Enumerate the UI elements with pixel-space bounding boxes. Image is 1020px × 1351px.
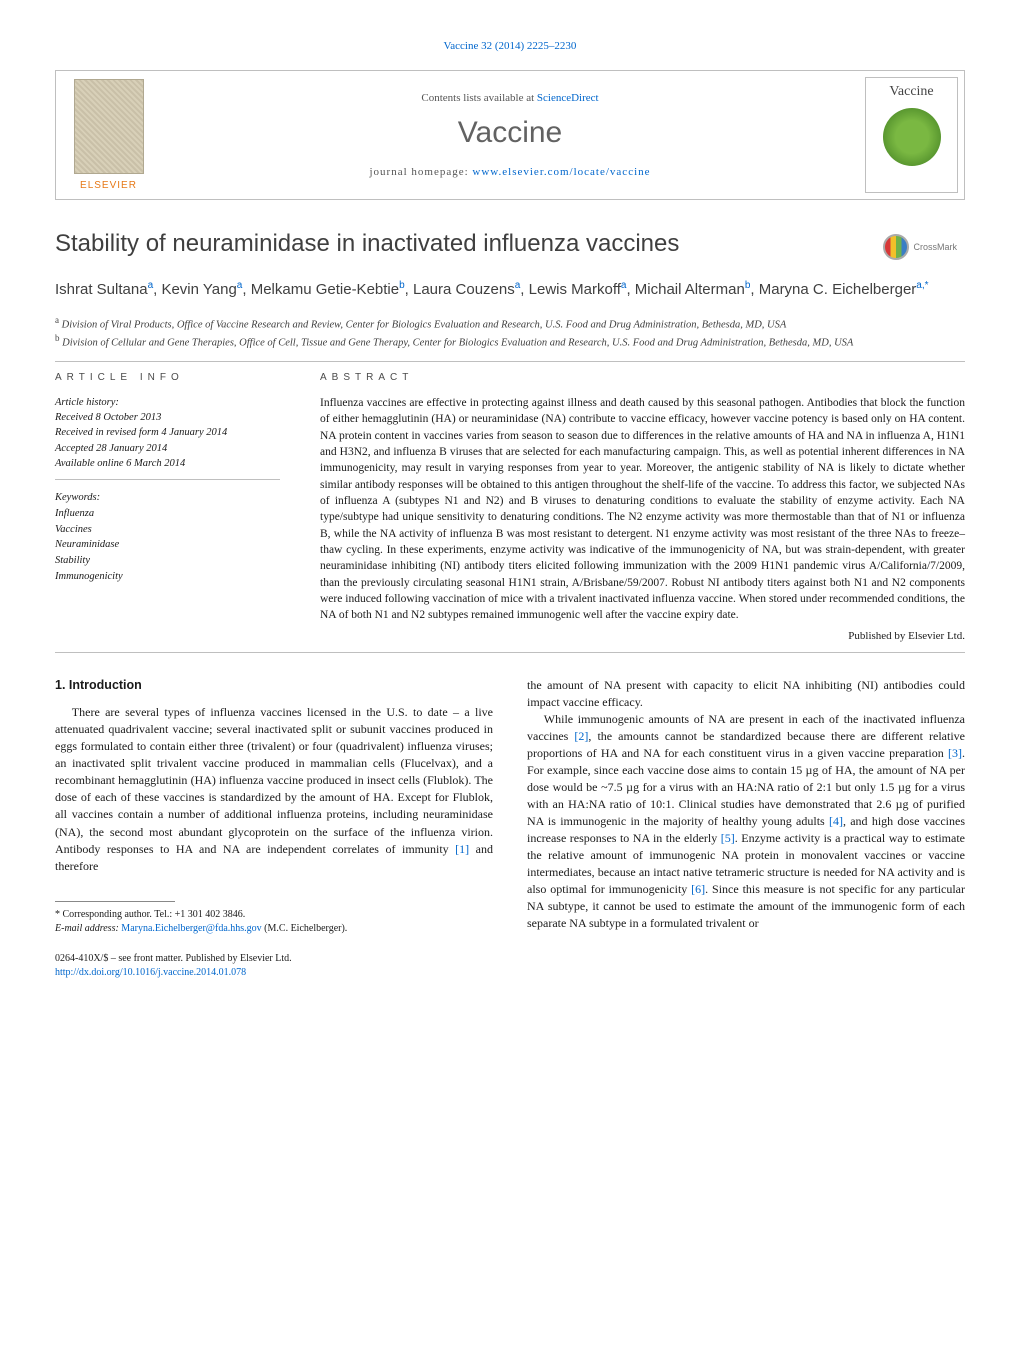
article-history: Article history: Received 8 October 2013…: [55, 395, 280, 480]
journal-banner: ELSEVIER Contents lists available at Sci…: [55, 70, 965, 200]
history-online: Available online 6 March 2014: [55, 456, 280, 471]
affiliation-b: b Division of Cellular and Gene Therapie…: [55, 332, 965, 351]
corresponding-author-footnote: * Corresponding author. Tel.: +1 301 402…: [55, 908, 493, 936]
homepage-link[interactable]: www.elsevier.com/locate/vaccine: [472, 166, 650, 178]
banner-center: Contents lists available at ScienceDirec…: [161, 71, 859, 199]
affiliation-a: a Division of Viral Products, Office of …: [55, 314, 965, 333]
intro-paragraph-2: While immunogenic amounts of NA are pres…: [527, 711, 965, 932]
p2-b: , the amounts cannot be standardized bec…: [527, 729, 965, 760]
abstract-text: Influenza vaccines are effective in prot…: [320, 395, 965, 624]
crossmark-badge[interactable]: CrossMark: [875, 230, 965, 264]
doi-link[interactable]: http://dx.doi.org/10.1016/j.vaccine.2014…: [55, 967, 246, 978]
cover-thumb-block: Vaccine: [859, 71, 964, 199]
published-by: Published by Elsevier Ltd.: [320, 630, 965, 642]
cover-title: Vaccine: [889, 84, 933, 100]
journal-cover-thumb: Vaccine: [865, 77, 958, 193]
front-matter-line: 0264-410X/$ – see front matter. Publishe…: [55, 952, 493, 966]
corresponding-email[interactable]: Maryna.Eichelberger@fda.hhs.gov: [121, 923, 261, 934]
virus-icon: [883, 108, 941, 166]
corresponding-label: * Corresponding author. Tel.: +1 301 402…: [55, 908, 493, 922]
affiliations: a Division of Viral Products, Office of …: [55, 314, 965, 351]
header-citation: Vaccine 32 (2014) 2225–2230: [55, 40, 965, 52]
homepage-label: journal homepage:: [369, 166, 472, 178]
crossmark-text: CrossMark: [913, 242, 957, 252]
keywords-block: Keywords: Influenza Vaccines Neuraminida…: [55, 490, 280, 585]
history-received: Received 8 October 2013: [55, 410, 280, 425]
article-info-column: article info Article history: Received 8…: [55, 372, 280, 642]
ref-link-5[interactable]: [5]: [721, 831, 735, 845]
keyword: Neuraminidase: [55, 537, 280, 553]
keyword: Stability: [55, 553, 280, 569]
ref-link-2[interactable]: [2]: [574, 729, 588, 743]
keyword: Vaccines: [55, 522, 280, 538]
ref-link-1[interactable]: [1]: [455, 842, 469, 856]
affiliation-a-text: Division of Viral Products, Office of Va…: [62, 319, 787, 330]
ref-link-4[interactable]: [4]: [829, 814, 843, 828]
email-tail: (M.C. Eichelberger).: [262, 923, 348, 934]
ref-link-3[interactable]: [3]: [948, 746, 962, 760]
article-title: Stability of neuraminidase in inactivate…: [55, 230, 875, 258]
intro-p1-text: There are several types of influenza vac…: [55, 705, 493, 855]
affiliation-b-text: Division of Cellular and Gene Therapies,…: [62, 338, 853, 349]
contents-lists-line: Contents lists available at ScienceDirec…: [171, 92, 849, 104]
history-accepted: Accepted 28 January 2014: [55, 441, 280, 456]
history-revised: Received in revised form 4 January 2014: [55, 425, 280, 440]
divider: [55, 652, 965, 653]
elsevier-tree-icon: [74, 79, 144, 174]
sciencedirect-link[interactable]: ScienceDirect: [537, 92, 599, 104]
publisher-logo-block: ELSEVIER: [56, 71, 161, 199]
keywords-label: Keywords:: [55, 490, 280, 506]
footnote-separator: [55, 901, 175, 902]
section-heading-1: 1. Introduction: [55, 677, 493, 695]
keyword: Immunogenicity: [55, 569, 280, 585]
publisher-name: ELSEVIER: [80, 180, 137, 191]
ref-link-6[interactable]: [6]: [691, 882, 705, 896]
history-label: Article history:: [55, 395, 280, 410]
crossmark-icon: [883, 234, 909, 260]
homepage-line: journal homepage: www.elsevier.com/locat…: [171, 166, 849, 178]
divider: [55, 361, 965, 362]
keyword: Influenza: [55, 506, 280, 522]
authors-line: Ishrat Sultanaa, Kevin Yanga, Melkamu Ge…: [55, 278, 965, 302]
article-info-heading: article info: [55, 372, 280, 383]
col2-lead: the amount of NA present with capacity t…: [527, 677, 965, 711]
footer-block: 0264-410X/$ – see front matter. Publishe…: [55, 952, 493, 980]
journal-name: Vaccine: [171, 116, 849, 150]
email-label: E-mail address:: [55, 923, 121, 934]
abstract-heading: abstract: [320, 372, 965, 383]
body-columns: 1. Introduction There are several types …: [55, 677, 965, 980]
intro-paragraph-1: There are several types of influenza vac…: [55, 704, 493, 874]
abstract-column: abstract Influenza vaccines are effectiv…: [320, 372, 965, 642]
contents-prefix: Contents lists available at: [421, 92, 536, 104]
